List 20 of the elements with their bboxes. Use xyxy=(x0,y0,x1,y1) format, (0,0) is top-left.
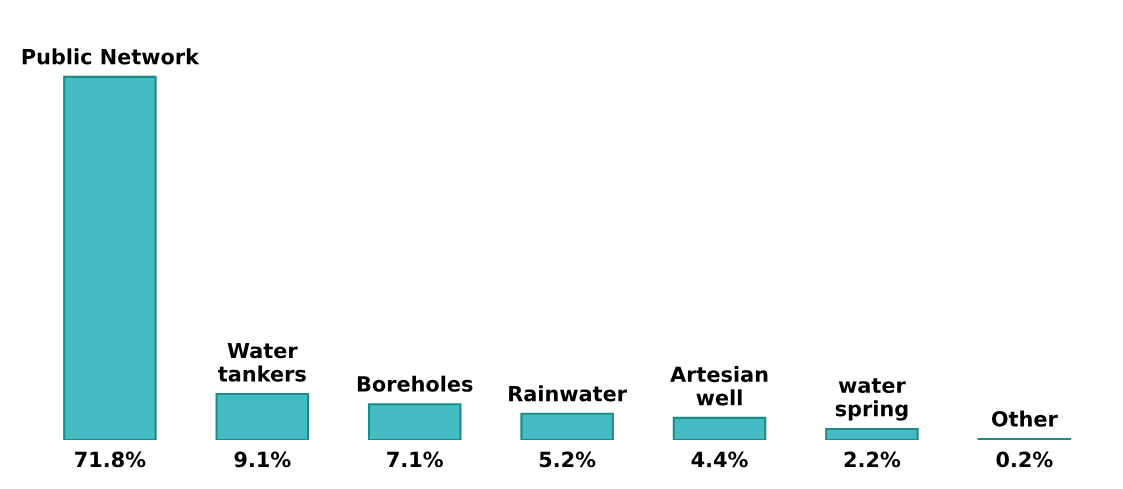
x-tick-label: Water tankers xyxy=(218,342,306,382)
data-label: 0.2% xyxy=(996,451,1053,468)
data-label: 5.2% xyxy=(539,451,596,468)
data-label: 7.1% xyxy=(387,451,443,468)
data-label: 9.1% xyxy=(234,451,291,468)
data-label: 4.4% xyxy=(691,451,748,468)
data-label: 2.2% xyxy=(844,451,901,468)
bar xyxy=(63,75,157,441)
x-tick-label: Artesian well xyxy=(670,366,768,406)
x-tick-label: Public Network xyxy=(22,48,200,65)
bar xyxy=(215,393,310,441)
x-tick-label: Boreholes xyxy=(357,375,473,392)
bar xyxy=(825,427,919,441)
bar xyxy=(367,403,462,441)
bar xyxy=(520,412,614,441)
bar xyxy=(672,416,767,441)
data-label: 71.8% xyxy=(75,451,146,468)
x-tick-label: Other xyxy=(991,410,1058,427)
x-tick-label: water spring xyxy=(835,378,908,421)
x-tick-label: Rainwater xyxy=(509,385,627,402)
